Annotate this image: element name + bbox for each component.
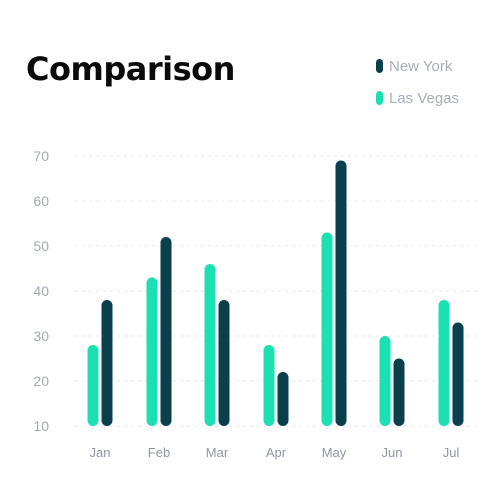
x-tick-label-feb: Feb xyxy=(148,445,170,460)
bar-new-york-jun xyxy=(393,358,405,426)
bar-new-york-may xyxy=(335,160,347,426)
x-tick-label-jun: Jun xyxy=(382,445,403,460)
y-tick-label: 50 xyxy=(33,238,49,254)
y-tick-label: 10 xyxy=(33,418,49,434)
x-tick-label-mar: Mar xyxy=(206,445,229,460)
y-tick-label: 20 xyxy=(33,373,49,389)
bar-new-york-apr xyxy=(277,372,289,426)
bar-new-york-jul xyxy=(452,322,464,426)
legend-swatch-new-york xyxy=(376,59,383,73)
bar-las-vegas-feb xyxy=(146,277,158,426)
legend-item-las-vegas: Las Vegas xyxy=(376,88,459,108)
x-tick-label-jan: Jan xyxy=(90,445,111,460)
bar-las-vegas-jul xyxy=(438,300,450,426)
legend-label-las-vegas: Las Vegas xyxy=(389,89,460,107)
bar-las-vegas-apr xyxy=(263,345,275,426)
bar-new-york-jan xyxy=(101,300,113,426)
chart-legend: New York Las Vegas xyxy=(376,56,459,120)
x-tick-label-apr: Apr xyxy=(266,445,287,460)
legend-label-new-york: New York xyxy=(389,57,453,75)
y-tick-label: 70 xyxy=(33,148,49,164)
legend-item-new-york: New York xyxy=(376,56,459,76)
bar-new-york-mar xyxy=(218,300,230,426)
bar-las-vegas-jun xyxy=(379,336,391,426)
legend-swatch-las-vegas xyxy=(376,91,383,105)
bar-las-vegas-mar xyxy=(204,264,216,426)
chart-title: Comparison xyxy=(26,50,235,88)
x-tick-label-may: May xyxy=(322,445,347,460)
bar-las-vegas-may xyxy=(321,232,333,426)
bar-new-york-feb xyxy=(160,237,172,426)
y-tick-label: 40 xyxy=(33,283,49,299)
y-tick-label: 60 xyxy=(33,193,49,209)
bar-las-vegas-jan xyxy=(87,345,99,426)
x-tick-label-jul: Jul xyxy=(443,445,460,460)
y-tick-label: 30 xyxy=(33,328,49,344)
